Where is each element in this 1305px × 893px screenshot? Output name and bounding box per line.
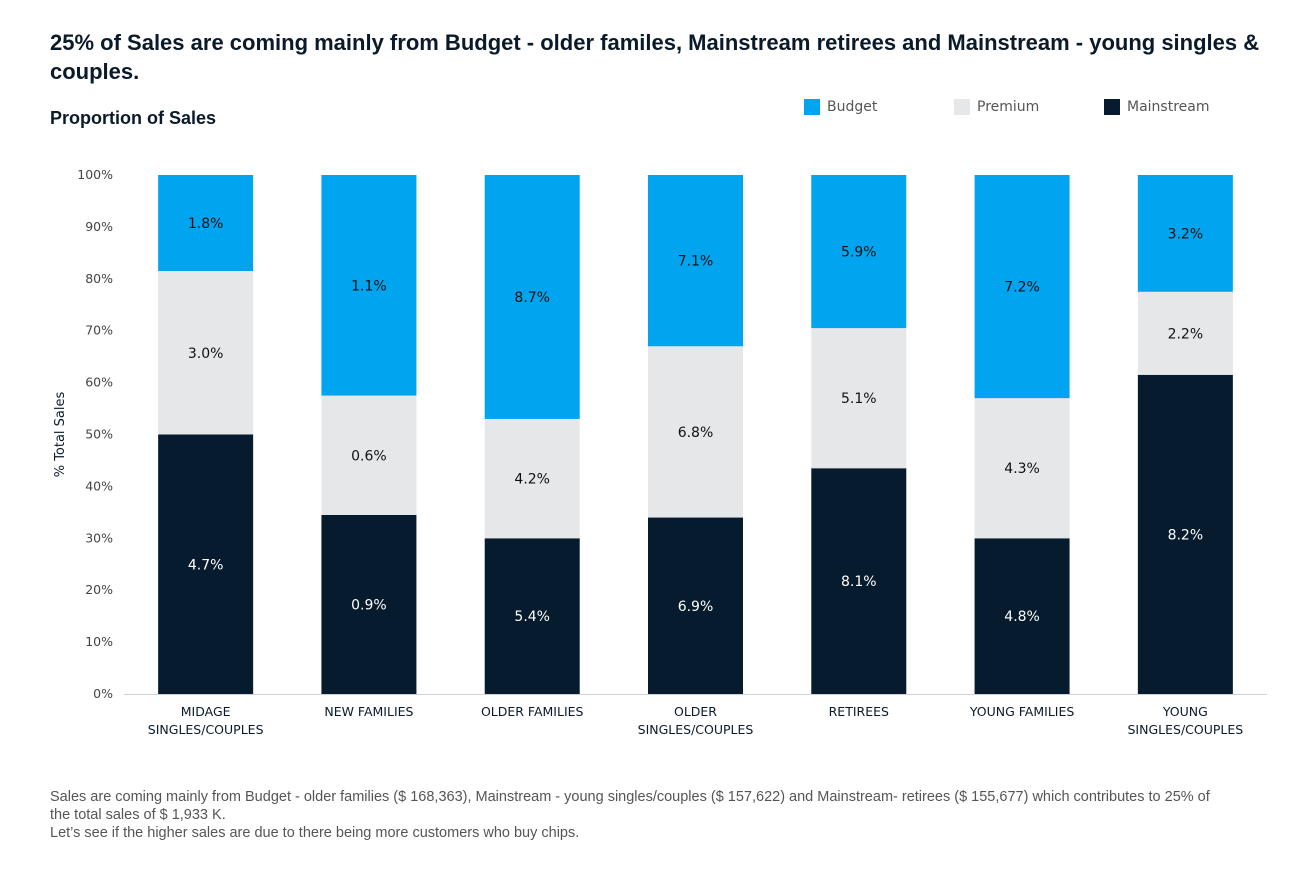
footnote-line-1: Sales are coming mainly from Budget - ol… (50, 789, 1210, 823)
data-label-budget: 8.7% (514, 290, 550, 306)
stacked-bar-chart: 0% 10% 20% 30% 40% 50% 60% 70% 80% 90% 100% % Total… (53, 167, 1267, 737)
headline-highlight: 25% (50, 30, 95, 55)
data-label-premium: 4.2% (514, 472, 550, 488)
bar-segment-budget (321, 175, 417, 396)
legend-swatch-premium (954, 99, 970, 115)
bar-segment-budget (158, 175, 254, 272)
bar-segment-budget (484, 175, 580, 419)
data-label-mainstream: 4.8% (1004, 609, 1040, 625)
x-tick-label: SINGLES/COUPLES (148, 722, 264, 737)
bar-segment-budget (1137, 175, 1233, 292)
bar-segment-mainstream (158, 434, 254, 694)
legend-item-mainstream: Mainstream (1104, 99, 1209, 115)
bar-segment-premium (811, 328, 907, 469)
y-tick-label: 60% (85, 375, 113, 390)
y-tick-label: 70% (85, 323, 113, 338)
legend-item-premium: Premium (954, 99, 1039, 115)
bar-segment-mainstream (1137, 374, 1233, 694)
y-tick-label: 0% (93, 686, 113, 701)
legend-item-budget: Budget (804, 99, 877, 115)
y-tick-label: 30% (85, 530, 113, 545)
x-tick-label: MIDAGE (181, 704, 231, 719)
data-label-budget: 5.9% (841, 245, 877, 261)
bar-segment-premium (158, 271, 254, 435)
x-tick-label: SINGLES/COUPLES (638, 722, 754, 737)
legend-label-budget: Budget (827, 99, 878, 115)
data-label-mainstream: 5.4% (514, 609, 550, 625)
data-label-premium: 4.3% (1004, 461, 1040, 477)
x-tick-label: NEW FAMILIES (324, 704, 413, 719)
data-label-budget: 1.1% (351, 278, 387, 294)
data-label-premium: 5.1% (841, 391, 877, 407)
data-label-premium: 2.2% (1168, 326, 1204, 342)
bar-segment-mainstream (648, 517, 743, 694)
bar-segment-budget (648, 175, 743, 347)
legend-label-mainstream: Mainstream (1127, 99, 1210, 115)
y-tick-label: 20% (85, 582, 113, 597)
data-label-budget: 3.2% (1168, 226, 1204, 242)
bar-segment-premium (648, 346, 743, 518)
y-tick-label: 10% (85, 634, 113, 649)
bar-segment-budget (974, 175, 1070, 399)
bar-segment-premium (974, 398, 1070, 539)
footnote: Sales are coming mainly from Budget - ol… (50, 788, 1230, 842)
x-tick-label: YOUNG (1162, 704, 1208, 719)
data-label-mainstream: 8.2% (1168, 527, 1204, 543)
x-tick-label: YOUNG FAMILIES (969, 704, 1075, 719)
data-label-mainstream: 4.7% (188, 557, 224, 573)
bar-segment-premium (484, 418, 580, 539)
legend-label-premium: Premium (977, 99, 1040, 115)
chart-legend: Budget Premium Mainstream (0, 99, 1305, 119)
bar-segment-budget (811, 175, 907, 329)
data-label-mainstream: 6.9% (678, 599, 714, 615)
legend-swatch-mainstream (1104, 99, 1120, 115)
bar-segment-mainstream (321, 514, 417, 694)
data-label-budget: 7.2% (1004, 280, 1040, 296)
y-tick-label: 50% (85, 427, 113, 442)
y-tick-label: 90% (85, 219, 113, 234)
bar-segment-mainstream (811, 468, 907, 694)
data-label-budget: 7.1% (678, 254, 714, 270)
headline: 25% of Sales are coming mainly from Budg… (50, 28, 1270, 86)
y-tick-label: 80% (85, 271, 113, 286)
x-tick-label: OLDER (674, 704, 717, 719)
x-tick-label: OLDER FAMILIES (481, 704, 584, 719)
y-tick-label: 100% (77, 167, 113, 182)
x-tick-label: RETIREES (829, 704, 889, 719)
headline-text: of Sales are coming mainly from Budget -… (50, 30, 1260, 84)
x-tick-label: SINGLES/COUPLES (1127, 722, 1243, 737)
bar-segment-premium (321, 395, 417, 515)
footnote-line-2: Let’s see if the higher sales are due to… (50, 825, 580, 841)
data-label-mainstream: 8.1% (841, 574, 877, 590)
bar-segment-mainstream (484, 538, 580, 694)
data-label-budget: 1.8% (188, 216, 224, 232)
y-axis-title: % Total Sales (53, 391, 68, 477)
y-tick-label: 40% (85, 478, 113, 493)
chart-title: Proportion of Sales (50, 108, 217, 128)
bar-segment-premium (1137, 291, 1233, 375)
data-label-premium: 0.6% (351, 448, 387, 464)
bar-segment-mainstream (974, 538, 1070, 694)
legend-swatch-budget (804, 99, 820, 115)
data-label-premium: 3.0% (188, 346, 224, 362)
data-label-premium: 6.8% (678, 425, 714, 441)
data-label-mainstream: 0.9% (351, 597, 387, 613)
